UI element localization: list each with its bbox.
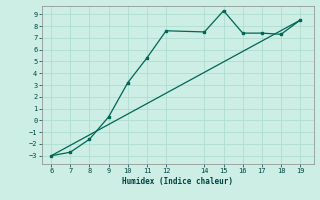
X-axis label: Humidex (Indice chaleur): Humidex (Indice chaleur) [122,177,233,186]
